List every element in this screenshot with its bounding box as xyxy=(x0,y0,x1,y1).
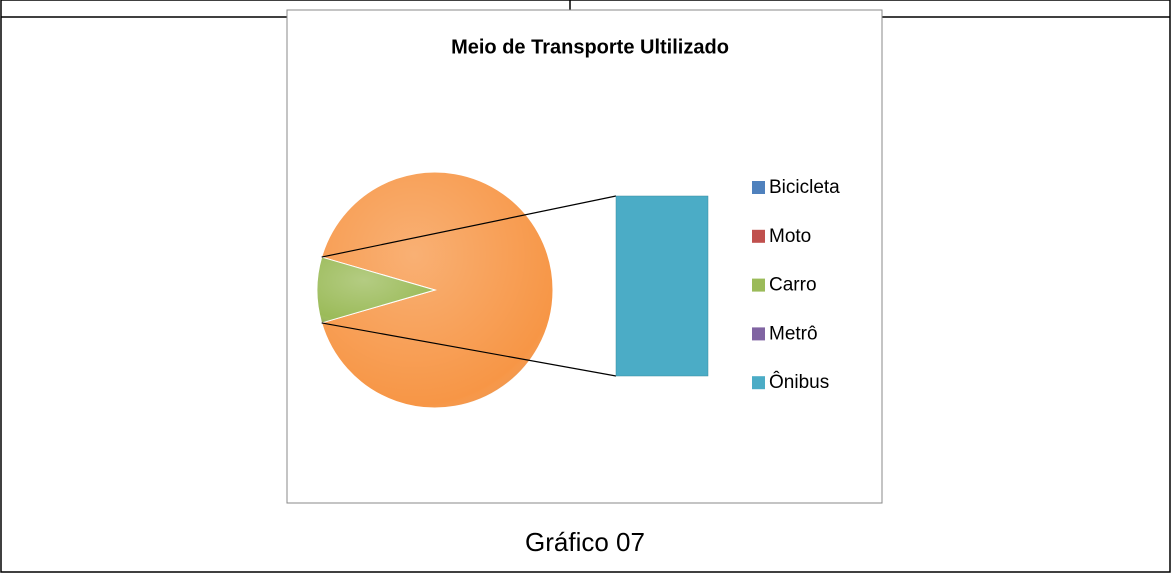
legend-swatch xyxy=(752,327,765,341)
legend-label: Carro xyxy=(769,275,817,296)
connector xyxy=(321,322,617,377)
caption: Gráfico 07 xyxy=(525,527,645,557)
legend-label: Bicicleta xyxy=(769,177,840,198)
legend-label: Moto xyxy=(769,226,811,247)
bar-segment xyxy=(615,195,709,377)
legend-swatch xyxy=(752,181,765,194)
slice-shade xyxy=(317,257,435,323)
legend-swatch xyxy=(752,376,765,390)
legend-label: Metrô xyxy=(769,323,818,344)
legend-swatch xyxy=(752,278,765,292)
connector xyxy=(321,195,617,258)
chart-title: Meio de Transporte Ultilizado xyxy=(451,36,729,58)
legend-label: Ônibus xyxy=(769,371,829,393)
legend-swatch xyxy=(752,229,765,243)
slice-shade xyxy=(321,172,553,408)
